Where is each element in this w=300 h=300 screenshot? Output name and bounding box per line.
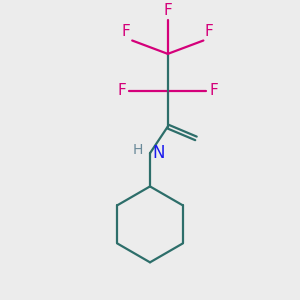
Text: F: F xyxy=(205,24,214,39)
Text: F: F xyxy=(164,3,172,18)
Text: N: N xyxy=(152,144,165,162)
Text: F: F xyxy=(209,83,218,98)
Text: F: F xyxy=(118,83,126,98)
Text: H: H xyxy=(132,142,142,157)
Text: F: F xyxy=(122,24,131,39)
